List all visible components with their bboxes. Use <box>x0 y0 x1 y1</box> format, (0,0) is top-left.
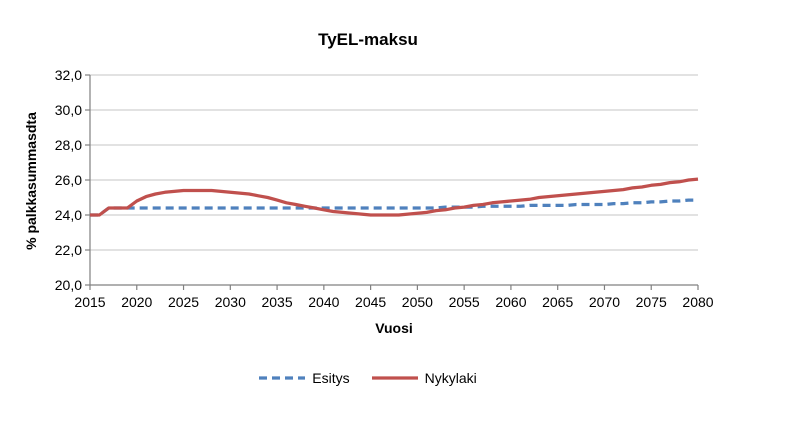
x-tick-label: 2040 <box>308 294 340 310</box>
y-axis-title: % palkkasummasdta <box>23 112 39 250</box>
legend-item-esitys: Esitys <box>259 370 350 386</box>
series-line-nykylaki <box>90 177 699 217</box>
y-tick-label: 20,0 <box>54 277 82 293</box>
x-tick-label: 2055 <box>448 294 480 310</box>
x-tick-label: 2050 <box>401 294 433 310</box>
y-tick-label: 32,0 <box>54 67 82 83</box>
x-tick-label: 2060 <box>495 294 527 310</box>
x-tick-label: 2015 <box>74 294 106 310</box>
x-tick-label: 2020 <box>121 294 153 310</box>
x-tick-label: 2065 <box>542 294 574 310</box>
y-tick-label: 24,0 <box>54 207 82 223</box>
legend: Esitys Nykylaki <box>0 370 736 386</box>
y-tick-label: 26,0 <box>54 172 82 188</box>
x-tick-label: 2030 <box>214 294 246 310</box>
legend-label-nykylaki: Nykylaki <box>424 370 477 386</box>
x-tick-label: 2045 <box>355 294 387 310</box>
y-tick-label: 22,0 <box>54 242 82 258</box>
x-tick-label: 2035 <box>261 294 293 310</box>
legend-label-esitys: Esitys <box>312 370 350 386</box>
y-tick-label: 28,0 <box>54 137 82 153</box>
x-tick-label: 2025 <box>167 294 200 310</box>
y-tick-label: 30,0 <box>54 102 82 118</box>
x-tick-label: 2080 <box>682 294 714 310</box>
x-tick-label: 2070 <box>588 294 621 310</box>
series-line-esitys <box>90 198 698 217</box>
x-tick-label: 2075 <box>635 294 667 310</box>
nykylaki-line-sample-icon <box>371 376 418 380</box>
x-axis-title: Vuosi <box>375 320 413 336</box>
esitys-line-sample-icon <box>259 376 306 380</box>
chart-title: TyEL-maksu <box>318 30 418 49</box>
legend-item-nykylaki: Nykylaki <box>371 370 477 386</box>
